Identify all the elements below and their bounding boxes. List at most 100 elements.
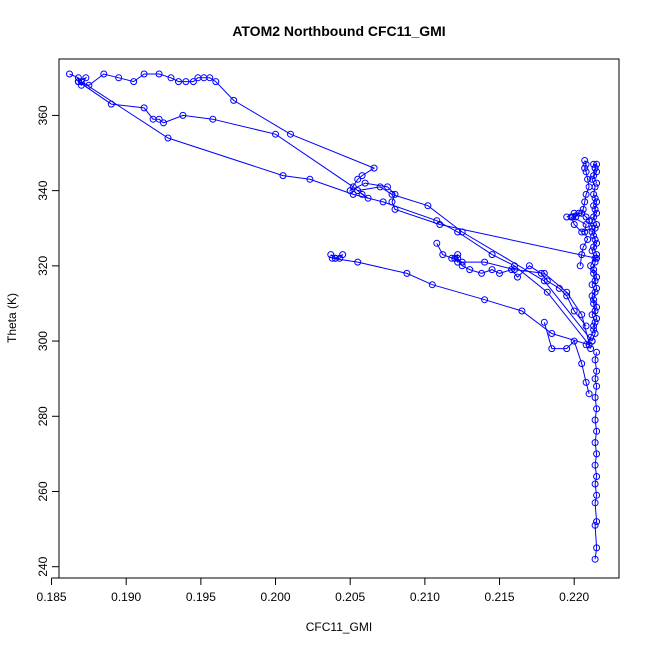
data-point [582,190,590,198]
x-tick-label: 0.205 [335,590,365,604]
data-point [591,194,599,202]
series-4 [66,70,601,262]
chart-title: ATOM2 Northbound CFC11_GMI [232,23,445,39]
data-point [454,254,462,262]
series-line-4 [69,73,597,259]
data-point [593,179,601,187]
data-point [349,183,357,191]
data-point [579,243,587,251]
data-point [591,205,599,213]
data-point [388,190,396,198]
data-point [384,183,391,191]
data-point [582,322,590,330]
x-tick-label: 0.215 [485,590,515,604]
data-point [581,198,589,206]
data-point [581,157,589,164]
data-point [100,70,108,78]
data-point [370,164,378,172]
y-tick-label: 260 [36,481,50,501]
x-tick-label: 0.220 [559,590,589,604]
data-point [66,70,73,78]
data-point [572,213,580,221]
data-point [488,266,496,274]
data-point [331,254,339,262]
data-point [590,300,598,307]
data-point [358,190,366,198]
series-8 [448,251,590,330]
data-point [591,236,599,243]
data-point [189,78,197,86]
data-point [593,209,601,217]
data-point [588,224,596,232]
data-point [588,247,596,255]
series-line-6 [81,81,590,346]
data-point [591,164,599,172]
data-point [588,292,596,300]
y-tick-label: 240 [36,556,50,576]
data-point [481,258,489,266]
x-tick-label: 0.185 [37,590,67,604]
data-point [563,288,571,296]
x-tick-label: 0.200 [261,590,291,604]
data-point [511,266,518,274]
data-point [581,164,589,172]
data-point [403,269,411,277]
data-point [590,172,598,180]
data-point [591,499,599,507]
series-line-9 [436,243,592,349]
data-point [570,307,578,315]
data-point [230,96,238,104]
series-7 [327,251,593,349]
data-point [593,405,601,413]
data-point [591,330,599,337]
series-line-10 [543,322,590,394]
data-point [179,111,187,119]
data-point [77,78,85,86]
data-point [130,78,138,86]
data-point [140,104,148,112]
data-point [439,251,447,259]
data-point [591,439,599,447]
data-point [593,382,601,390]
data-point [591,480,599,488]
data-point [327,251,335,259]
data-point [593,284,601,292]
data-point [433,217,441,225]
data-point [582,378,590,386]
x-tick-label: 0.190 [111,590,141,604]
data-point [593,427,601,435]
data-point [579,205,587,213]
y-axis: 240 260 280 300 320 340 360 [36,105,60,577]
y-axis-label: Theta (K) [5,293,19,343]
data-point [206,74,214,82]
x-tick-label: 0.195 [186,590,216,604]
y-tick-label: 360 [36,105,50,125]
x-axis: 0.185 0.190 0.195 0.200 0.205 0.210 0.215 0.220 [37,577,590,604]
data-point [167,74,175,82]
data-point [155,115,163,123]
data-point [287,130,294,138]
data-point [591,307,599,315]
series-9 [433,239,595,353]
data-point [540,318,548,326]
data-point [591,461,599,469]
data-point [570,221,578,228]
x-tick-label: 0.210 [410,590,440,604]
y-tick-label: 300 [36,331,50,351]
data-point [585,217,593,225]
data-point [591,318,599,326]
data-point [590,160,598,168]
data-point [587,262,595,270]
data-point [339,251,347,259]
data-point [175,78,182,86]
data-point [525,262,533,270]
data-point [578,228,586,236]
data-point [182,78,190,86]
data-point [140,70,148,78]
data-point [567,213,575,221]
data-point [354,187,362,195]
series-line-7 [330,254,590,346]
data-point [548,330,556,337]
